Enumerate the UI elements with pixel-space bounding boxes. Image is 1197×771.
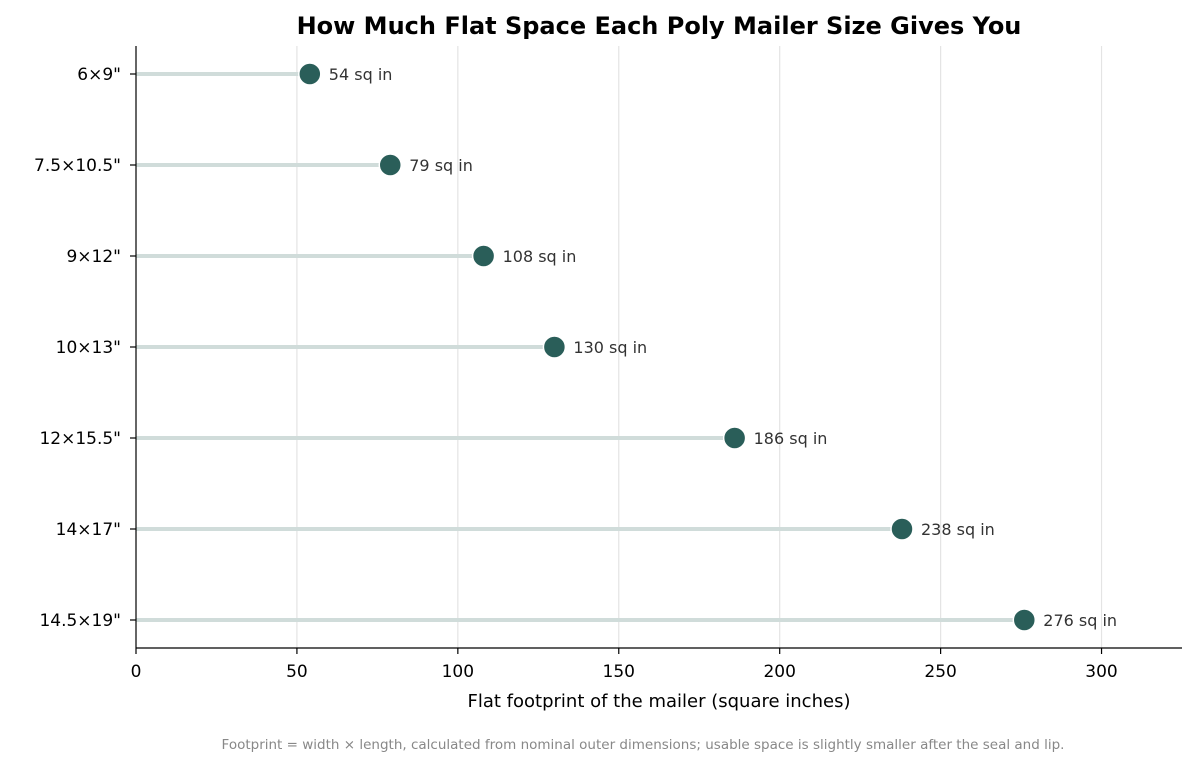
data-label: 186 sq in <box>754 429 828 448</box>
data-label: 108 sq in <box>503 247 577 266</box>
lollipop-marker <box>1012 608 1037 632</box>
marker-layer <box>298 62 1037 632</box>
x-tick-label: 200 <box>763 662 795 682</box>
x-tick-label: 250 <box>924 662 956 682</box>
data-label: 130 sq in <box>573 338 647 357</box>
lollipop-marker <box>471 244 496 268</box>
y-tick-label: 12×15.5" <box>39 429 121 449</box>
y-tick-label: 14×17" <box>56 520 121 540</box>
data-label: 54 sq in <box>329 65 393 84</box>
chart-title: How Much Flat Space Each Poly Mailer Siz… <box>297 12 1022 40</box>
x-tick-label: 150 <box>603 662 635 682</box>
data-label: 276 sq in <box>1043 611 1117 630</box>
x-axis-label: Flat footprint of the mailer (square inc… <box>468 691 851 712</box>
x-tick-label: 0 <box>131 662 142 682</box>
data-label: 238 sq in <box>921 520 995 539</box>
axes-layer: 0 50 100 150 200 250 300 6×9" 7.5×10.5" 9×12" 10×1… <box>34 46 1182 682</box>
y-tick-label: 9×12" <box>66 247 121 267</box>
label-layer: 54 sq in 79 sq in 108 sq in 130 sq in 186 sq… <box>329 65 1117 630</box>
lollipop-marker <box>890 517 914 541</box>
lollipop-marker <box>298 62 322 86</box>
data-label: 79 sq in <box>409 156 473 175</box>
lollipop-marker <box>542 335 567 359</box>
lollipop-marker <box>378 153 403 177</box>
lollipop-marker <box>722 426 747 450</box>
y-tick-label: 7.5×10.5" <box>34 156 121 176</box>
y-tick-label: 6×9" <box>77 65 121 85</box>
footnote: Footprint = width × length, calculated f… <box>222 737 1065 753</box>
y-tick-label: 14.5×19" <box>39 611 121 631</box>
grid-layer <box>296 46 1103 648</box>
x-tick-label: 100 <box>442 662 474 682</box>
x-tick-label: 300 <box>1085 662 1117 682</box>
y-tick-label: 10×13" <box>56 338 121 358</box>
x-tick-label: 50 <box>286 662 308 682</box>
stem-layer <box>136 72 1025 622</box>
